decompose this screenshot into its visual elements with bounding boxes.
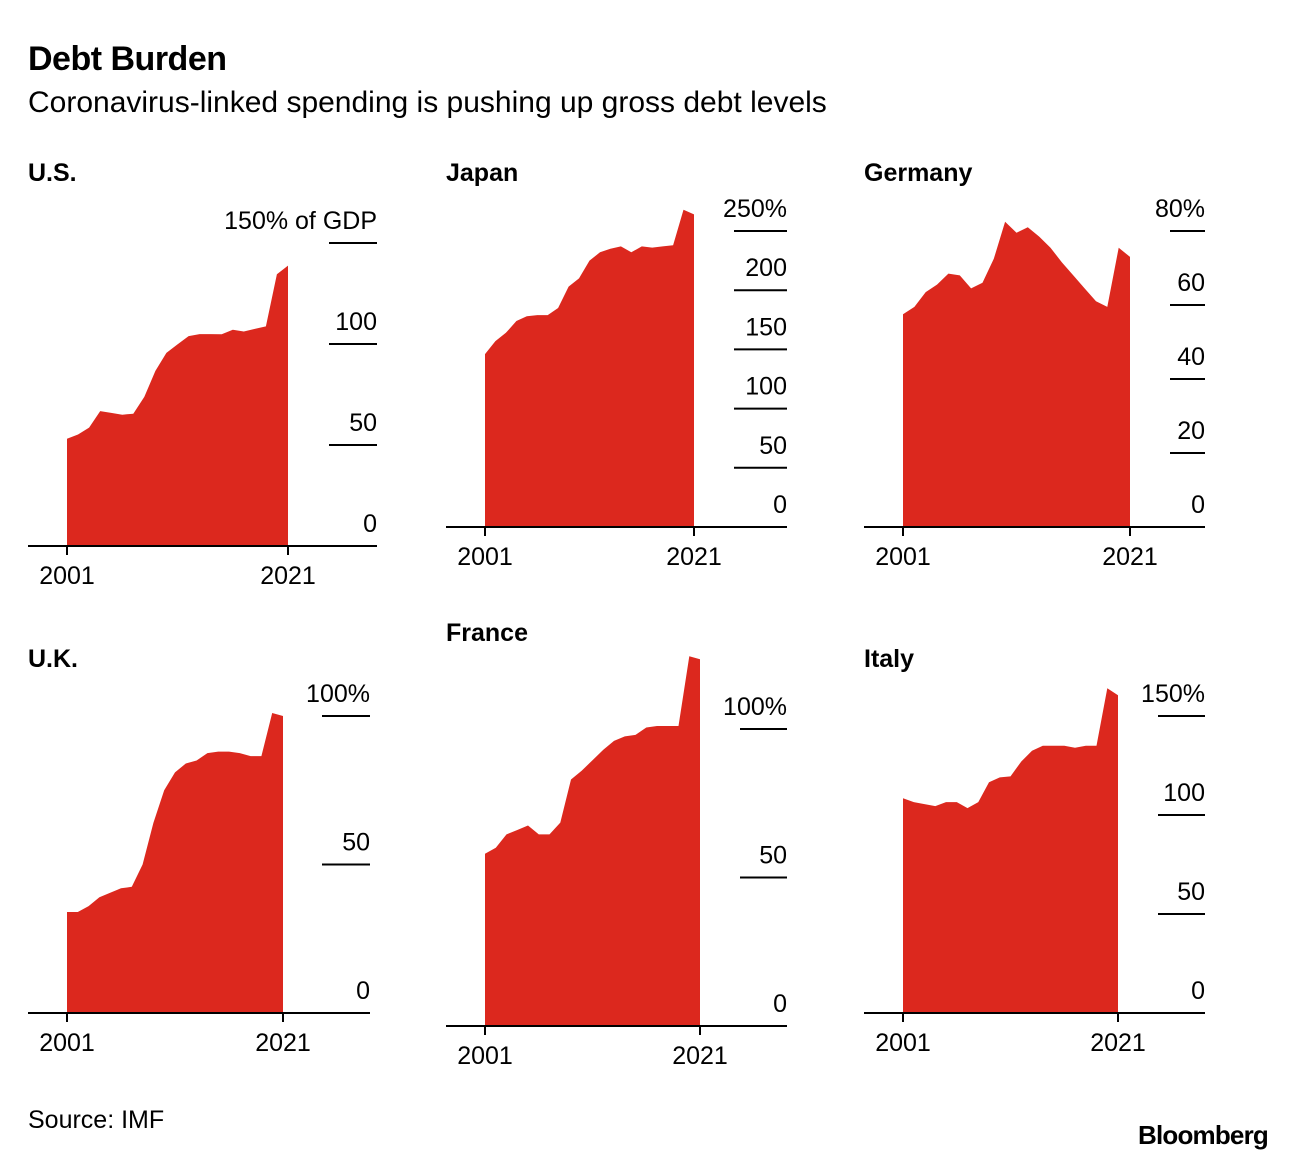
y-tick-label-germany-40: 40	[1177, 343, 1205, 371]
area-italy	[903, 688, 1118, 1013]
x-tick-label-japan-2001: 2001	[457, 543, 513, 571]
panel-title-japan: Japan	[446, 159, 518, 187]
y-tick-label-germany-0: 0	[1191, 491, 1205, 519]
y-tick-label-germany-60: 60	[1177, 269, 1205, 297]
y-tick-label-germany-20: 20	[1177, 417, 1205, 445]
x-tick-label-u-s-2021: 2021	[260, 562, 316, 590]
y-tick-label-japan-150: 150	[745, 313, 787, 341]
y-tick-label-japan-0: 0	[773, 491, 787, 519]
y-tick-label-u-s-0: 0	[363, 510, 377, 538]
panel-title-u-k: U.K.	[28, 645, 78, 673]
y-tick-label-u-k-0: 0	[356, 977, 370, 1005]
panel-title-germany: Germany	[864, 159, 972, 187]
area-u-k	[67, 713, 283, 1013]
y-tick-label-germany-80: 80%	[1155, 195, 1205, 223]
y-tick-label-u-s-50: 50	[349, 409, 377, 437]
y-tick-label-italy-50: 50	[1177, 878, 1205, 906]
y-tick-label-u-k-50: 50	[342, 829, 370, 857]
panel-title-italy: Italy	[864, 645, 914, 673]
y-tick-label-italy-0: 0	[1191, 977, 1205, 1005]
panel-title-france: France	[446, 619, 528, 647]
x-tick-label-france-2021: 2021	[672, 1042, 728, 1070]
area-france	[485, 656, 700, 1026]
area-germany	[903, 221, 1130, 528]
chart-title: Debt Burden	[28, 40, 227, 78]
x-tick-label-u-k-2001: 2001	[39, 1029, 95, 1057]
x-tick-label-italy-2021: 2021	[1090, 1029, 1146, 1057]
bloomberg-logo: Bloomberg	[1137, 1120, 1269, 1150]
x-tick-label-france-2001: 2001	[457, 1042, 513, 1070]
panel-title-u-s: U.S.	[28, 159, 77, 187]
area-u-s	[67, 265, 288, 546]
y-tick-label-italy-100: 100	[1163, 779, 1205, 807]
x-tick-label-italy-2001: 2001	[875, 1029, 931, 1057]
y-tick-label-u-s-100: 100	[335, 308, 377, 336]
x-tick-label-japan-2021: 2021	[666, 543, 722, 571]
chart-subtitle: Coronavirus-linked spending is pushing u…	[28, 86, 827, 119]
y-tick-label-japan-200: 200	[745, 254, 787, 282]
y-tick-label-italy-150: 150%	[1141, 680, 1205, 708]
y-tick-label-japan-50: 50	[759, 432, 787, 460]
y-tick-label-japan-100: 100	[745, 373, 787, 401]
x-tick-label-u-s-2001: 2001	[39, 562, 95, 590]
area-japan	[485, 209, 694, 527]
y-tick-label-france-50: 50	[759, 842, 787, 870]
y-tick-label-france-0: 0	[773, 990, 787, 1018]
x-tick-label-germany-2001: 2001	[875, 543, 931, 571]
x-tick-label-germany-2021: 2021	[1102, 543, 1158, 571]
y-tick-label-japan-250: 250%	[723, 195, 787, 223]
y-tick-label-france-100: 100%	[723, 693, 787, 721]
x-tick-label-u-k-2021: 2021	[255, 1029, 311, 1057]
y-tick-label-u-k-100: 100%	[306, 680, 370, 708]
source-note: Source: IMF	[28, 1106, 165, 1134]
y-tick-label-u-s-150: 150% of GDP	[224, 207, 377, 235]
